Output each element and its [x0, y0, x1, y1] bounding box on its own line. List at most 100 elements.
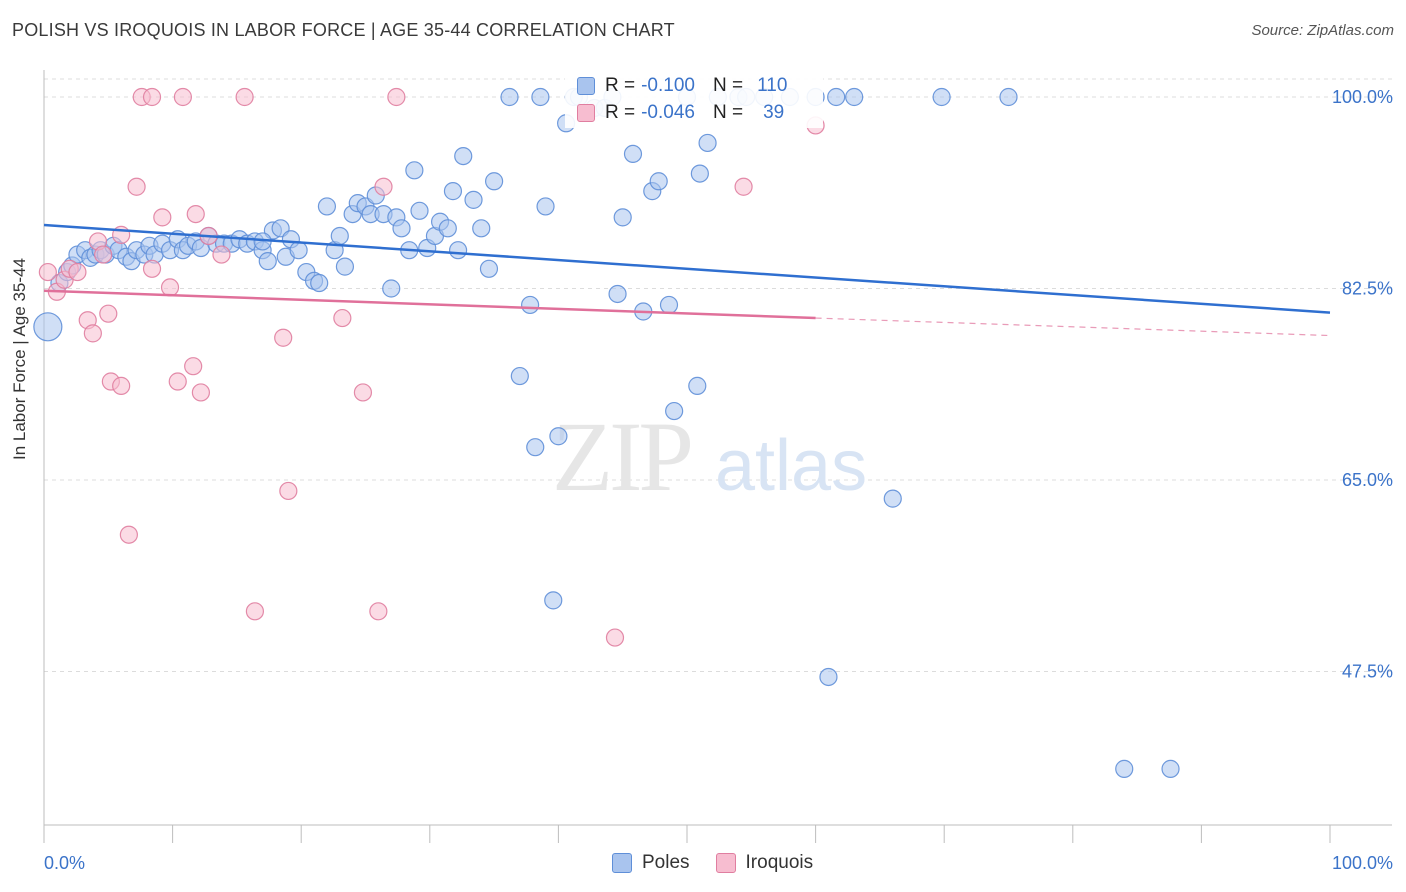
- series-label-poles: Poles: [642, 852, 690, 873]
- y-axis-label: In Labor Force | Age 35-44: [10, 258, 29, 460]
- point-poles: [690, 164, 709, 183]
- point-iroquois: [160, 278, 180, 297]
- point-iroquois: [333, 308, 352, 328]
- point-poles: [819, 667, 838, 687]
- point-poles: [392, 219, 411, 238]
- stats-legend: R = -0.100 N = 110 R = -0.046 N = 39: [565, 70, 823, 128]
- point-poles: [608, 284, 627, 304]
- point-iroquois: [605, 628, 625, 647]
- chart-title: POLISH VS IROQUOIS IN LABOR FORCE | AGE …: [12, 20, 675, 40]
- watermark: ZIP atlas: [552, 401, 867, 512]
- x-tick-label-max: 100.0%: [1332, 853, 1393, 873]
- point-iroquois: [186, 204, 205, 224]
- y-tick-label: 47.5%: [1342, 662, 1393, 682]
- point-poles: [549, 427, 568, 446]
- point-poles: [999, 87, 1018, 107]
- point-poles: [845, 87, 864, 107]
- point-iroquois: [369, 602, 388, 621]
- point-iroquois: [68, 262, 87, 282]
- point-poles: [1161, 759, 1180, 778]
- point-iroquois: [353, 383, 373, 402]
- point-poles: [1115, 759, 1134, 778]
- point-poles: [448, 241, 468, 260]
- legend-r-label: R =: [605, 102, 636, 123]
- legend-swatch-iroquois: [577, 104, 595, 122]
- series-label-iroquois: Iroquois: [745, 852, 814, 873]
- point-iroquois: [127, 177, 146, 196]
- legend-r-value: -0.100: [641, 75, 695, 96]
- y-tick-label: 82.5%: [1342, 279, 1393, 299]
- series-legend-iroquois[interactable]: Iroquois: [715, 852, 814, 874]
- point-poles: [33, 312, 63, 342]
- point-poles: [310, 273, 329, 293]
- legend-n-value: 110: [757, 75, 788, 96]
- legend-n-value: 39: [763, 102, 785, 123]
- point-poles: [454, 146, 473, 166]
- point-poles: [623, 144, 643, 164]
- x-tick-label-min: 0.0%: [44, 853, 85, 873]
- point-poles: [531, 87, 550, 107]
- tick-labels: 100.0% 82.5% 65.0% 47.5% 0.0% 100.0%: [44, 87, 1393, 873]
- point-poles: [688, 376, 707, 395]
- point-poles: [258, 252, 277, 271]
- point-poles: [613, 208, 632, 227]
- watermark-zip: ZIP: [552, 401, 690, 512]
- point-iroquois: [274, 328, 293, 347]
- point-iroquois: [184, 357, 203, 376]
- point-iroquois: [99, 304, 118, 323]
- point-poles: [665, 401, 684, 421]
- watermark-atlas: atlas: [715, 426, 867, 506]
- trend-line-poles: [43, 223, 1331, 314]
- point-poles: [526, 438, 545, 457]
- trend-line-iroquois: [43, 289, 816, 320]
- series-swatch-iroquois: [715, 853, 736, 873]
- point-poles: [289, 241, 308, 260]
- point-poles: [544, 591, 563, 610]
- series-legend-poles[interactable]: Poles: [612, 852, 690, 874]
- grid-lines: [44, 78, 1392, 672]
- point-poles: [536, 197, 555, 216]
- point-poles: [510, 366, 529, 386]
- point-poles: [698, 133, 717, 153]
- series-swatch-poles: [612, 853, 632, 873]
- point-poles: [464, 190, 483, 209]
- point-iroquois: [119, 525, 138, 544]
- point-poles: [485, 172, 504, 191]
- point-iroquois: [173, 87, 192, 107]
- legend-r-label: R =: [605, 75, 636, 96]
- trend-line-iroquois-extrapolated: [815, 317, 1331, 337]
- point-iroquois: [374, 177, 393, 196]
- point-iroquois: [387, 87, 406, 107]
- point-iroquois: [245, 602, 265, 621]
- point-poles: [335, 257, 355, 276]
- legend-row-poles: R = -0.100 N = 110: [577, 74, 787, 98]
- y-tick-label: 65.0%: [1342, 470, 1393, 490]
- point-poles: [649, 172, 668, 191]
- point-poles: [472, 219, 491, 238]
- point-poles: [932, 87, 951, 107]
- legend-n-label: N =: [712, 75, 744, 96]
- trend-lines: [43, 223, 1331, 337]
- point-iroquois: [142, 87, 162, 107]
- legend-n-label: N =: [712, 102, 744, 123]
- legend-row-iroquois: R = -0.046 N = 39: [577, 101, 784, 125]
- point-poles: [827, 87, 846, 107]
- point-iroquois: [734, 177, 753, 196]
- point-iroquois: [191, 383, 210, 402]
- series-legend: Poles Iroquois: [612, 852, 839, 874]
- point-poles: [659, 295, 679, 315]
- chart-source: Source: ZipAtlas.com: [1251, 22, 1394, 39]
- point-iroquois: [153, 208, 172, 227]
- point-iroquois: [38, 262, 57, 282]
- point-iroquois: [235, 87, 254, 107]
- point-poles: [317, 197, 337, 216]
- point-iroquois: [212, 245, 231, 264]
- point-iroquois: [279, 481, 298, 501]
- point-iroquois: [168, 372, 187, 391]
- point-iroquois: [94, 245, 113, 264]
- point-iroquois: [112, 376, 131, 395]
- point-poles: [443, 182, 463, 201]
- point-poles: [405, 161, 424, 180]
- legend-r-value: -0.046: [641, 102, 695, 123]
